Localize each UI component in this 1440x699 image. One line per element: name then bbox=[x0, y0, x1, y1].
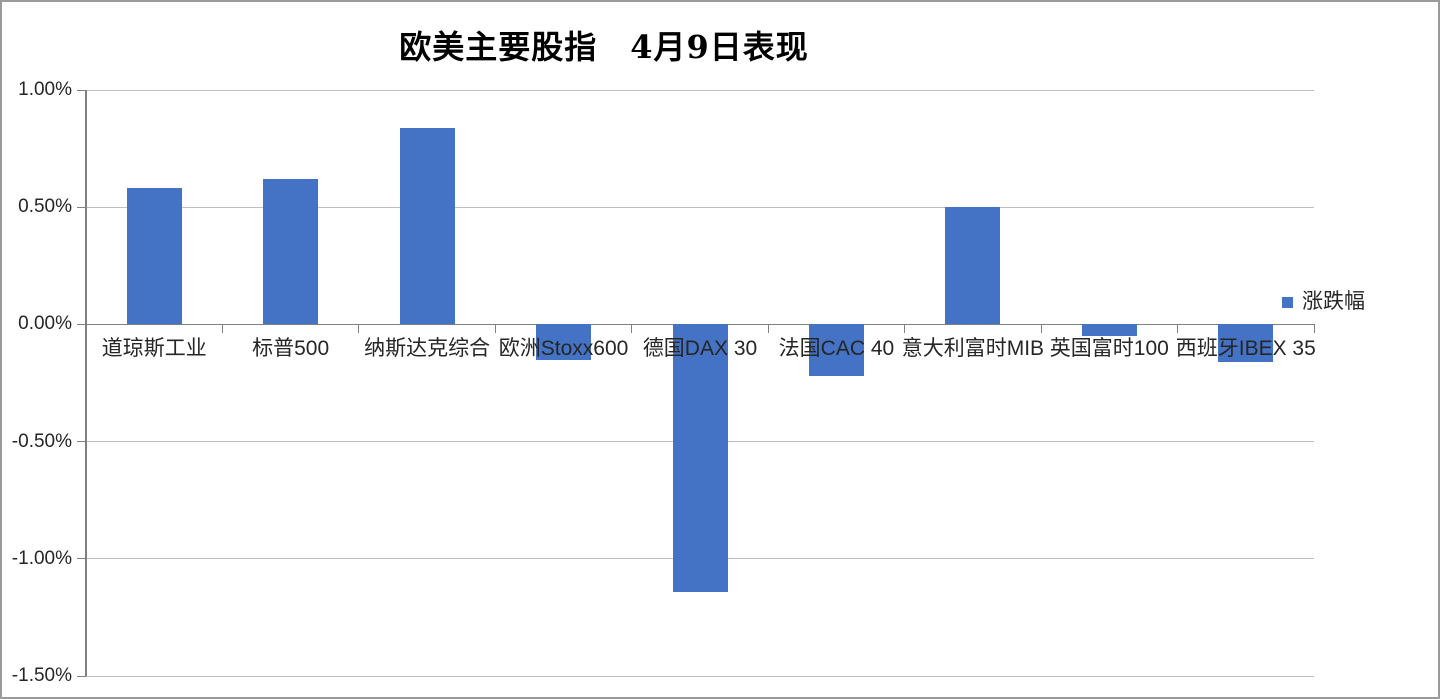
bar-2 bbox=[263, 179, 319, 325]
legend-swatch-icon bbox=[1282, 296, 1293, 308]
x-axis-tick bbox=[221, 324, 223, 334]
x-axis-tick bbox=[1040, 324, 1042, 334]
gridline bbox=[86, 206, 1314, 208]
y-axis-tick bbox=[77, 441, 86, 443]
x-axis-tick bbox=[494, 324, 496, 334]
x-axis-tick bbox=[358, 324, 360, 334]
category-label: 西班牙IBEX 35 bbox=[1175, 337, 1316, 361]
y-axis-label: -1.50% bbox=[11, 665, 72, 686]
y-axis-label: -0.50% bbox=[11, 430, 72, 452]
y-axis-label: 1.00% bbox=[18, 79, 72, 100]
y-axis-tick bbox=[77, 323, 86, 325]
y-axis-tick bbox=[77, 558, 86, 560]
category-label: 英国富时100 bbox=[1049, 337, 1169, 361]
y-axis-tick bbox=[77, 206, 86, 208]
y-axis-label: -1.00% bbox=[11, 547, 72, 569]
x-axis-tick bbox=[1313, 324, 1315, 334]
category-label: 纳斯达克综合 bbox=[364, 337, 491, 361]
bar-1 bbox=[126, 188, 182, 325]
category-label: 欧洲Stoxx600 bbox=[498, 337, 629, 361]
legend: 涨跌幅 bbox=[1282, 290, 1365, 314]
bar-4 bbox=[536, 324, 592, 360]
category-label: 标普500 bbox=[252, 337, 330, 361]
gridline bbox=[86, 89, 1314, 91]
x-axis-tick bbox=[1177, 324, 1179, 334]
chart-title: 欧美主要股指 4月9日表现 bbox=[399, 28, 809, 66]
y-axis-label: 0.50% bbox=[18, 196, 72, 218]
x-axis-tick bbox=[767, 324, 769, 334]
category-label: 道琼斯工业 bbox=[101, 337, 207, 361]
x-axis-tick bbox=[904, 324, 906, 334]
bar-7 bbox=[945, 207, 1001, 325]
y-axis-label: 0.00% bbox=[18, 313, 72, 335]
category-label: 法国CAC 40 bbox=[778, 337, 895, 361]
bar-5 bbox=[672, 324, 728, 592]
plot-area: 道琼斯工业 标普500 纳斯达克综合 欧洲Stoxx600 德国DAX 30 法国CAC … bbox=[77, 89, 1316, 677]
category-label: 德国DAX 30 bbox=[642, 337, 758, 361]
y-axis-tick bbox=[77, 675, 86, 677]
gridline bbox=[86, 675, 1314, 677]
y-axis-line bbox=[85, 90, 87, 676]
category-label: 意大利富时MIB bbox=[901, 337, 1045, 361]
bar-8 bbox=[1081, 324, 1137, 337]
x-axis-tick bbox=[631, 324, 633, 334]
bar-6 bbox=[808, 324, 864, 376]
bar-9 bbox=[1218, 324, 1274, 362]
y-axis-tick bbox=[77, 89, 86, 91]
bar-3 bbox=[399, 127, 455, 325]
legend-label: 涨跌幅 bbox=[1302, 290, 1365, 313]
